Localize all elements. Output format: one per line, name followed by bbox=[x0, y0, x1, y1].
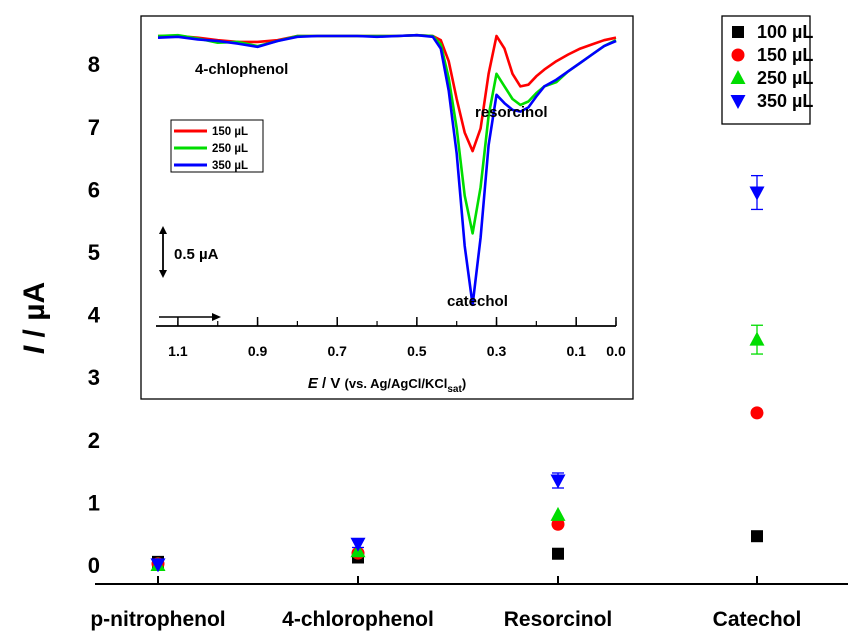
data-point bbox=[550, 506, 566, 521]
peak-label-catechol: catechol bbox=[447, 293, 508, 310]
inset-x-tick-label: 0.9 bbox=[248, 343, 268, 359]
inset-curve bbox=[157, 33, 617, 307]
main-plot: p-nitrophenol 4-chlorophenol Resorcinol Cat… bbox=[18, 52, 848, 631]
data-point bbox=[749, 186, 765, 201]
inset-x-tick-label: 0.5 bbox=[407, 343, 427, 359]
y-tick-label: 1 bbox=[88, 490, 100, 515]
x-tick-label: Resorcinol bbox=[504, 608, 613, 631]
data-point bbox=[551, 517, 565, 531]
legend-marker bbox=[732, 26, 744, 38]
inset-x-axis-label: E / V (vs. Ag/AgCl/KClsat) bbox=[308, 375, 466, 395]
y-tick-label: 3 bbox=[88, 365, 100, 390]
inset-frame bbox=[140, 15, 634, 400]
inset-legend-label: 250 µL bbox=[212, 143, 248, 155]
inset-x-tick-label: 1.1 bbox=[168, 343, 188, 359]
data-point bbox=[552, 547, 564, 560]
inset-legend-box bbox=[170, 119, 264, 173]
data-point bbox=[350, 537, 366, 552]
legend-label: 100 µL bbox=[757, 22, 813, 42]
scale-bar-arrow bbox=[159, 270, 167, 278]
y-tick-label: 0 bbox=[88, 553, 100, 578]
inset-x-tick-label: 0.0 bbox=[606, 343, 626, 359]
y-tick-label: 4 bbox=[88, 303, 101, 328]
legend-label: 350 µL bbox=[757, 91, 813, 111]
legend-label: 250 µL bbox=[757, 68, 813, 88]
data-point bbox=[749, 331, 765, 346]
main-legend: 100 µL 150 µL 250 µL 350 µL bbox=[721, 15, 813, 125]
data-point bbox=[750, 406, 764, 420]
data-point bbox=[150, 558, 166, 573]
peak-label-resorcinol: resorcinol bbox=[475, 104, 548, 121]
x-tick-label: Catechol bbox=[713, 608, 802, 631]
inset-legend-label: 350 µL bbox=[212, 160, 248, 172]
inset-x-tick-label: 0.1 bbox=[566, 343, 586, 359]
inset-x-tick-label: 0.3 bbox=[487, 343, 507, 359]
x-tick-label: p-nitrophenol bbox=[90, 608, 225, 631]
y-axis-label: I / µA bbox=[18, 282, 51, 354]
inset-legend-label: 150 µL bbox=[212, 126, 248, 138]
inset-x-tick-label: 0.7 bbox=[327, 343, 347, 359]
scale-bar-label: 0.5 µA bbox=[174, 246, 219, 263]
legend-label: 150 µL bbox=[757, 45, 813, 65]
scale-bar-arrow bbox=[159, 226, 167, 234]
y-tick-label: 2 bbox=[88, 428, 100, 453]
scan-direction-arrow bbox=[212, 313, 221, 321]
peak-label-4-chlophenol: 4-chlophenol bbox=[195, 61, 288, 78]
data-point bbox=[751, 530, 763, 543]
legend-marker bbox=[730, 70, 746, 84]
inset-curve bbox=[158, 33, 617, 153]
y-tick-label: 5 bbox=[88, 240, 100, 265]
legend-marker bbox=[731, 48, 745, 62]
data-point bbox=[550, 474, 566, 489]
y-tick-label: 6 bbox=[88, 177, 100, 202]
x-tick-label: 4-chlorophenol bbox=[282, 608, 434, 631]
legend-marker bbox=[730, 95, 746, 109]
inset-plot: 1.1 0.9 0.7 0.5 0.3 0.1 0.0 E / V (vs. Ag/AgCl/… bbox=[140, 15, 634, 400]
y-tick-label: 8 bbox=[88, 52, 100, 77]
y-tick-label: 7 bbox=[88, 115, 100, 140]
